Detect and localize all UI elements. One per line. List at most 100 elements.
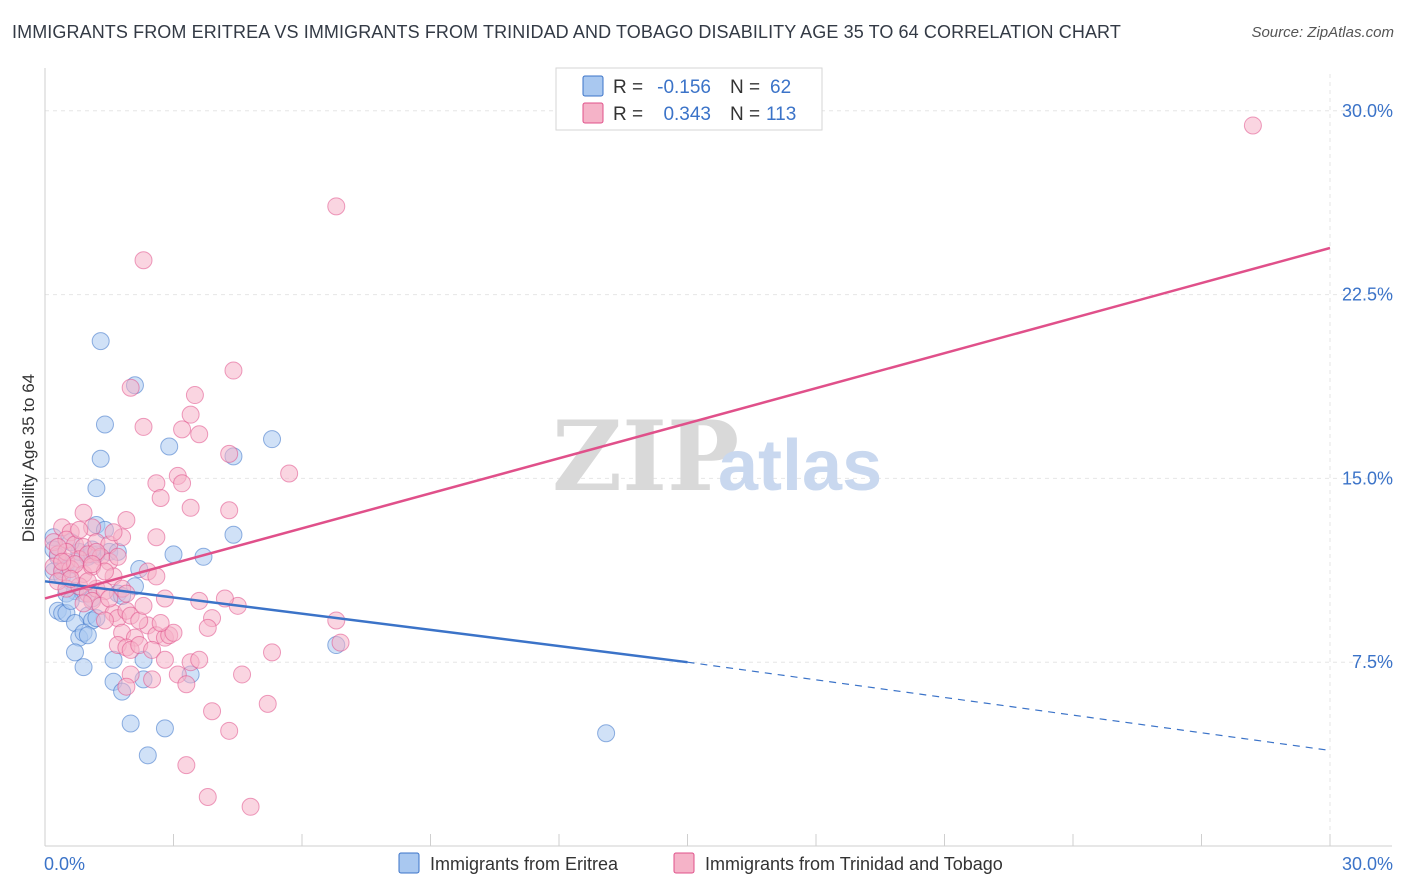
trinidad-point-108	[104, 523, 123, 542]
eritrea-point-55	[121, 714, 140, 733]
trinidad-point-104	[151, 613, 170, 632]
trinidad-point-23	[147, 528, 166, 547]
trinidad-point-91	[258, 694, 277, 713]
trinidad-point-4	[121, 378, 140, 397]
legend-r-value-1: 0.343	[663, 104, 711, 125]
trinidad-point-3	[224, 361, 243, 380]
trinidad-point-102	[100, 589, 119, 608]
bottom-legend: Immigrants from Eritrea Immigrants from …	[398, 852, 1003, 874]
eritrea-point-5	[160, 437, 179, 456]
trinidad-point-6	[181, 405, 200, 424]
x-tick-label-0: 0.0%	[44, 854, 85, 874]
eritrea-point-47	[65, 643, 84, 662]
eritrea-point-59	[597, 724, 616, 743]
trinidad-point-74	[190, 650, 209, 669]
trinidad-point-112	[53, 552, 72, 571]
trinidad-point-66	[164, 623, 183, 642]
trinidad-point-90	[203, 702, 222, 721]
eritrea-point-48	[74, 658, 93, 677]
legend-n-label-0: N =	[730, 77, 760, 98]
trinidad-point-111	[83, 555, 102, 574]
legend-n-value-0: 62	[770, 77, 791, 98]
trinidad-point-19	[74, 503, 93, 522]
axes	[44, 68, 1392, 847]
trinidad-point-5	[185, 386, 204, 405]
legend-swatch-eritrea	[582, 75, 604, 97]
source-label: Source: ZipAtlas.com	[1251, 24, 1394, 41]
trinidad-trend-line	[44, 246, 1331, 600]
trinidad-point-94	[198, 787, 217, 806]
trinidad-point-105	[74, 594, 93, 613]
trinidad-point-79	[117, 677, 136, 696]
eritrea-trend-extension	[687, 661, 1331, 752]
legend-r-value-0: -0.156	[657, 77, 711, 98]
eritrea-point-0	[91, 332, 110, 351]
trinidad-point-106	[117, 584, 136, 603]
trinidad-point-10	[220, 444, 239, 463]
trinidad-point-8	[173, 420, 192, 439]
y-tick-labels: 7.5% 15.0% 22.5% 30.0%	[1342, 101, 1393, 672]
trinidad-point-88	[327, 611, 346, 630]
y-tick-label-1: 15.0%	[1342, 468, 1393, 488]
trinidad-point-15	[151, 488, 170, 507]
trinidad-point-17	[220, 501, 239, 520]
trinidad-point-95	[241, 797, 260, 816]
x-tick-labels: 0.0% 30.0%	[44, 854, 1393, 874]
bottom-legend-label-trinidad: Immigrants from Trinidad and Tobago	[705, 854, 1003, 874]
trinidad-point-2	[134, 251, 153, 270]
trinidad-point-13	[173, 474, 192, 493]
chart-title: IMMIGRANTS FROM ERITREA VS IMMIGRANTS FR…	[12, 22, 1121, 42]
trinidad-point-72	[155, 650, 174, 669]
eritrea-point-3	[91, 449, 110, 468]
legend-swatch-trinidad	[582, 102, 604, 124]
trinidad-point-7	[134, 417, 153, 436]
legend-r-label-0: R =	[613, 77, 643, 98]
eritrea-trend-line	[44, 580, 688, 664]
trinidad-point-89	[331, 633, 350, 652]
eritrea-point-8	[224, 525, 243, 544]
trinidad-point-71	[143, 640, 162, 659]
trend-lines	[44, 246, 1331, 752]
trinidad-point-58	[95, 611, 114, 630]
trinidad-point-18	[117, 511, 136, 530]
trinidad-point-93	[177, 756, 196, 775]
data-points	[44, 116, 1262, 816]
trinidad-point-87	[198, 618, 217, 637]
trinidad-point-0	[1243, 116, 1262, 135]
legend-n-value-1: 113	[766, 104, 796, 125]
legend: R = -0.156 N = 62 R = 0.343 N = 113	[555, 67, 823, 131]
eritrea-point-56	[155, 719, 174, 738]
bottom-legend-label-eritrea: Immigrants from Eritrea	[430, 854, 619, 874]
trinidad-point-1	[327, 197, 346, 216]
y-axis-label: Disability Age 35 to 64	[19, 374, 38, 542]
eritrea-point-15	[164, 545, 183, 564]
trinidad-point-78	[177, 675, 196, 694]
trinidad-point-92	[220, 721, 239, 740]
trinidad-point-16	[181, 498, 200, 517]
eritrea-point-7	[263, 430, 282, 449]
eritrea-point-46	[78, 626, 97, 645]
y-tick-label-3: 30.0%	[1342, 101, 1393, 121]
bottom-legend-swatch-eritrea	[398, 852, 420, 874]
trinidad-point-107	[134, 596, 153, 615]
grid-lines	[45, 74, 1392, 846]
watermark-atlas: atlas	[718, 426, 882, 506]
trinidad-point-80	[233, 665, 252, 684]
trinidad-point-86	[155, 589, 174, 608]
trinidad-point-109	[70, 520, 89, 539]
eritrea-point-4	[87, 479, 106, 498]
trinidad-point-37	[108, 547, 127, 566]
legend-r-label-1: R =	[613, 104, 643, 125]
x-tick-label-1: 30.0%	[1342, 854, 1393, 874]
trinidad-point-81	[263, 643, 282, 662]
eritrea-point-57	[138, 746, 157, 765]
y-tick-label-2: 22.5%	[1342, 285, 1393, 305]
legend-n-label-1: N =	[730, 104, 760, 125]
eritrea-point-2	[95, 415, 114, 434]
y-tick-label-0: 7.5%	[1352, 652, 1393, 672]
bottom-legend-swatch-trinidad	[673, 852, 695, 874]
trinidad-point-9	[190, 425, 209, 444]
trinidad-point-11	[280, 464, 299, 483]
trinidad-point-76	[143, 670, 162, 689]
